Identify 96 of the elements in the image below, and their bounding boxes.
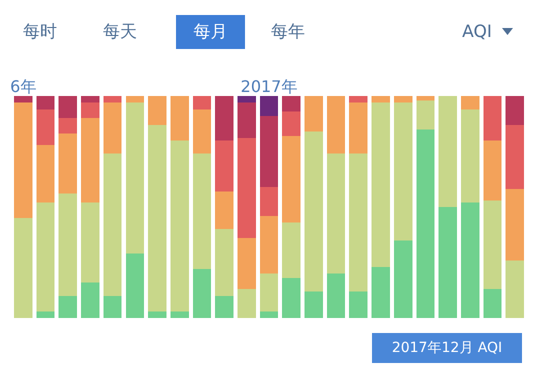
bar — [192, 154, 212, 270]
bar — [394, 96, 412, 103]
text: 每年 — [270, 21, 306, 44]
bar — [326, 154, 346, 274]
bar — [192, 109, 212, 154]
bar — [282, 96, 301, 112]
bar — [282, 222, 301, 278]
bar — [326, 274, 346, 318]
bar — [282, 278, 301, 318]
bar — [282, 136, 301, 223]
bar — [460, 202, 480, 318]
bar — [58, 296, 78, 318]
x-tick-label: 2017年 — [240, 76, 298, 96]
bar — [126, 102, 144, 254]
bar — [438, 96, 457, 207]
text: 每月 — [176, 15, 245, 49]
bar — [304, 291, 323, 318]
bar — [326, 96, 346, 154]
bar — [215, 191, 234, 230]
bar — [506, 260, 524, 318]
bar — [372, 102, 390, 267]
bar — [260, 311, 278, 318]
bar — [192, 269, 212, 318]
text: AQI — [461, 21, 493, 44]
bar — [215, 140, 234, 192]
bar — [304, 96, 323, 132]
bar — [148, 96, 166, 125]
bar — [58, 134, 78, 194]
bar — [260, 274, 278, 312]
bar — [416, 96, 435, 100]
bar — [58, 194, 78, 296]
bar — [237, 238, 256, 290]
bar — [14, 96, 32, 103]
bar — [260, 187, 278, 216]
bar — [215, 96, 234, 140]
bar — [36, 202, 55, 312]
bar — [14, 218, 32, 318]
bar — [349, 102, 368, 154]
bar — [237, 96, 256, 103]
bar — [81, 102, 100, 118]
bar — [483, 140, 502, 200]
bar — [237, 138, 256, 238]
bar — [304, 132, 323, 292]
bar — [282, 112, 301, 136]
bar — [438, 207, 457, 318]
bar — [372, 96, 390, 103]
bar — [103, 102, 122, 154]
bar — [349, 96, 368, 103]
bar — [170, 96, 189, 140]
bar — [81, 118, 100, 203]
bar — [81, 282, 100, 318]
bar — [416, 129, 435, 318]
bar — [36, 96, 55, 110]
bar — [372, 266, 390, 318]
text: 每天 — [102, 21, 138, 44]
bar — [103, 296, 122, 318]
bar — [14, 102, 32, 218]
bar — [349, 291, 368, 318]
bar — [460, 109, 480, 203]
bar — [260, 216, 278, 274]
bar — [36, 144, 55, 203]
bar — [349, 154, 368, 292]
x-tick-label: 6年 — [10, 76, 36, 96]
bar — [215, 296, 234, 318]
bar — [170, 311, 189, 318]
bar — [260, 116, 278, 188]
bar — [103, 154, 122, 296]
bar — [81, 96, 100, 103]
bar — [506, 189, 524, 260]
bar — [36, 109, 55, 145]
bar — [215, 229, 234, 296]
bar — [170, 140, 189, 312]
text: 2017年12月 AQI — [372, 333, 522, 363]
bar — [192, 96, 212, 110]
bar — [58, 118, 78, 134]
bar — [416, 100, 435, 130]
bar — [460, 96, 480, 110]
bar — [103, 96, 122, 103]
bar — [506, 96, 524, 125]
bar — [148, 311, 166, 318]
bar — [36, 311, 55, 318]
bar — [237, 289, 256, 318]
bar — [483, 289, 502, 318]
bar — [58, 96, 78, 118]
bar — [126, 254, 144, 318]
text: 每时 — [22, 21, 58, 44]
bar — [506, 124, 524, 190]
bar — [81, 202, 100, 282]
bar — [483, 200, 502, 290]
bar — [483, 96, 502, 140]
bar — [260, 96, 278, 116]
bar — [394, 102, 412, 240]
bar — [394, 240, 412, 318]
bar — [237, 102, 256, 138]
bar — [148, 124, 166, 312]
bar — [126, 96, 144, 103]
